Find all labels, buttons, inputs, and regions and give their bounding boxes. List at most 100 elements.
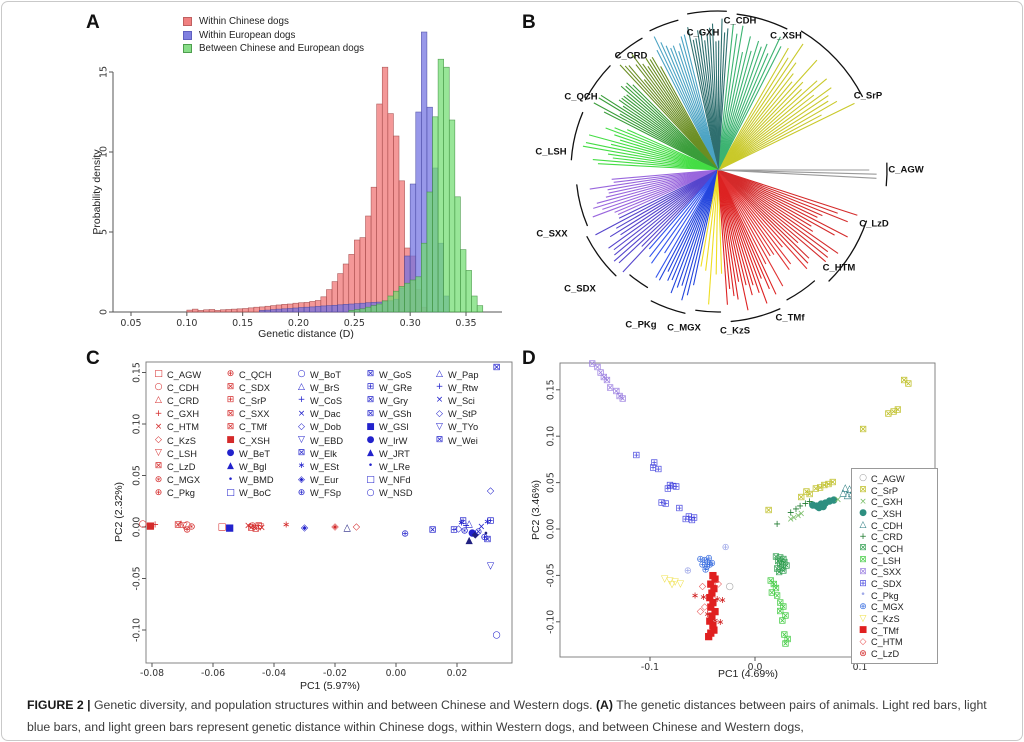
scatter-series: ●●●●●●●● (809, 495, 838, 513)
svg-text:15: 15 (99, 66, 110, 78)
legend-item: ⊠ W_Gry (364, 394, 413, 407)
tree-cluster: C_LSH (535, 111, 719, 171)
legend-item: ■ C_XSH (224, 434, 274, 447)
legend-label: W_NFd (379, 475, 411, 486)
svg-text:-0.06: -0.06 (201, 668, 225, 679)
legend-item: × W_Sci (433, 394, 479, 407)
svg-text:■: ■ (146, 520, 155, 531)
svg-text:▽: ▽ (668, 579, 676, 590)
svg-text:■: ■ (709, 620, 718, 631)
legend-item: △ C_CDH (857, 520, 937, 532)
svg-text:⊠: ⊠ (890, 407, 898, 418)
legend-symbol: ○ (859, 473, 867, 484)
svg-text:0.00: 0.00 (132, 517, 143, 538)
legend-column: ○ W_BoT △ W_BrS + W_CoS × W_Dac ◇ W_Dob ▽ W_EBD ⊠ W_E… (295, 368, 344, 500)
legend-item: ● W_BeT (224, 447, 274, 460)
svg-text:C_SDX: C_SDX (564, 284, 596, 295)
svg-text:+: + (806, 497, 814, 508)
svg-text:▽: ▽ (487, 561, 495, 572)
svg-text:△: △ (344, 523, 352, 534)
svg-text:□: □ (218, 522, 227, 533)
svg-text:⊠: ⊠ (616, 391, 624, 402)
svg-text:0.05: 0.05 (132, 465, 143, 486)
svg-text:⊠: ⊠ (775, 567, 783, 578)
legend-symbol: □ (366, 474, 375, 485)
svg-text:⊞: ⊞ (650, 458, 658, 469)
legend-item: △ C_CRD (152, 394, 201, 407)
svg-text:⊛: ⊛ (188, 522, 196, 533)
svg-text:∗: ∗ (282, 519, 290, 530)
svg-text:■: ■ (705, 615, 714, 626)
svg-text:●: ● (819, 501, 827, 512)
svg-text:◇: ◇ (699, 581, 707, 592)
svg-text:+: + (787, 508, 795, 519)
svg-text:C_CRD: C_CRD (615, 51, 648, 62)
svg-text:+: + (773, 519, 781, 530)
svg-text:⊕: ⊕ (699, 560, 707, 571)
svg-text:⊞: ⊞ (688, 515, 696, 526)
svg-text:⊠: ⊠ (767, 575, 775, 586)
svg-text:⊠: ⊠ (783, 561, 791, 572)
legend-label: W_Wei (448, 435, 478, 446)
legend-item: ● C_XSH (857, 508, 937, 520)
svg-text:⊕: ⊕ (401, 529, 409, 540)
legend-item: △ W_Pap (433, 368, 478, 381)
legend-symbol: △ (155, 395, 162, 406)
legend-symbol: □ (226, 487, 235, 498)
legend-label: W_BrS (310, 382, 340, 393)
legend-symbol: • (860, 590, 866, 601)
svg-text:⊠: ⊠ (780, 629, 788, 640)
legend-symbol: □ (154, 369, 163, 380)
svg-text:+: + (151, 519, 159, 530)
svg-text:⊕: ⊕ (708, 558, 716, 569)
svg-text:■: ■ (709, 597, 718, 608)
legend-symbol: ⊛ (154, 474, 163, 485)
legend-item: + C_GXH (152, 408, 201, 421)
svg-text:▽: ▽ (257, 522, 265, 533)
legend-label: C_GXH (167, 409, 200, 420)
svg-text:■: ■ (706, 627, 715, 638)
legend-label: C_SDX (239, 382, 271, 393)
panel-a-letter: A (86, 12, 100, 33)
svg-text:C_PKg: C_PKg (625, 320, 656, 331)
legend-item: ◇ C_KzS (152, 434, 201, 447)
svg-text:⊕: ⊕ (701, 555, 709, 566)
legend-item: ⊠ C_LzD (152, 460, 201, 473)
legend-item: ◇ W_Dob (295, 421, 343, 434)
legend-symbol: ▲ (367, 448, 374, 459)
svg-text:⊕: ⊕ (480, 532, 488, 543)
caption-panel-a-ref: (A) (595, 698, 614, 712)
svg-text:⊕: ⊕ (702, 564, 710, 575)
svg-text:■: ■ (707, 588, 716, 599)
svg-text:⊠: ⊠ (779, 554, 787, 565)
svg-text:-0.1: -0.1 (641, 662, 659, 673)
svg-text:○: ○ (139, 518, 147, 529)
legend-column: △ W_Pap + W_Rtw × W_Sci ◇ W_StP ▽ W_TYo ⊠ W_Wei (433, 368, 479, 447)
legend-symbol: • (227, 474, 234, 485)
svg-text:-0.10: -0.10 (546, 610, 557, 634)
legend-label: W_StP (448, 409, 477, 420)
svg-text:C_LzD: C_LzD (859, 219, 889, 230)
svg-text:▽: ▽ (677, 578, 685, 589)
legend-item: ■ W_GSl (364, 421, 413, 434)
svg-text:◇: ◇ (701, 601, 709, 612)
legend-label: C_MGX (167, 475, 201, 486)
svg-text:⊠: ⊠ (773, 563, 781, 574)
legend-symbol: + (435, 382, 444, 393)
svg-text:○: ○ (493, 630, 501, 641)
svg-text:⊠: ⊠ (174, 519, 182, 530)
svg-text:△: △ (466, 518, 474, 529)
svg-text:◇: ◇ (353, 522, 361, 533)
svg-text:⊠: ⊠ (429, 525, 437, 536)
legend-label: C_CRD (167, 395, 200, 406)
svg-text:⊞: ⊞ (690, 512, 698, 523)
scatter-series: ▽▽▽▽▽ (661, 574, 685, 591)
legend-label: C_SDX (871, 579, 902, 590)
svg-text:⊠: ⊠ (784, 634, 792, 645)
svg-text:∗: ∗ (718, 595, 726, 606)
svg-text:C_AGW: C_AGW (888, 165, 923, 176)
hist-series (348, 58, 484, 313)
legend-label: W_CoS (310, 395, 343, 406)
panel-a-legend: Within Chinese dogs Within European dogs B… (183, 15, 364, 56)
legend-symbol: ⊠ (226, 421, 235, 432)
